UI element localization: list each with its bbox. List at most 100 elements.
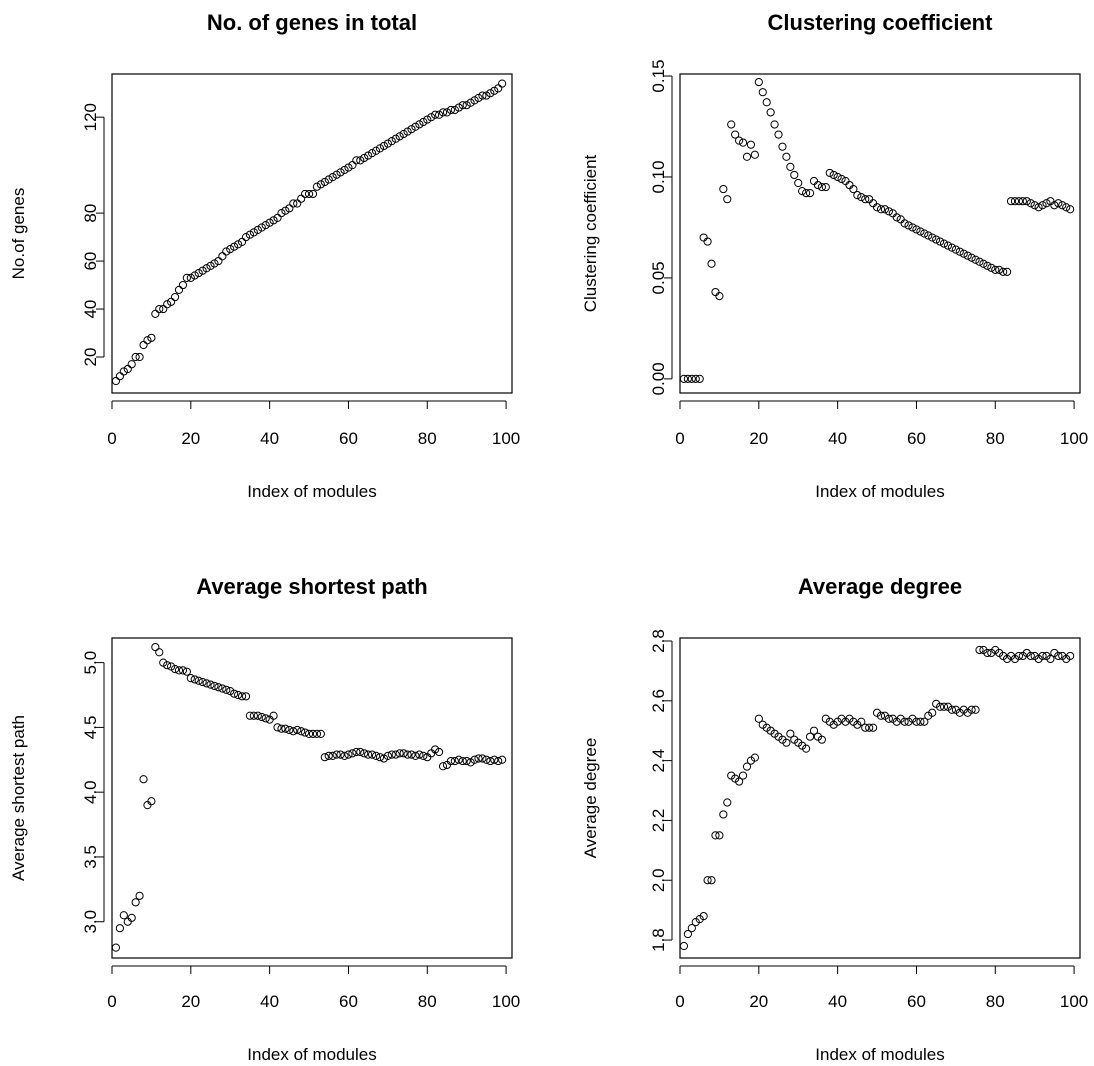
data-point: [167, 297, 176, 306]
data-point: [234, 690, 243, 700]
data-point: [908, 223, 917, 232]
data-point: [301, 189, 310, 199]
data-point: [427, 749, 436, 758]
data-point: [320, 177, 329, 187]
data-point: [884, 207, 893, 216]
data-point: [182, 273, 191, 282]
data-point: [770, 120, 779, 129]
data-point: [849, 184, 858, 194]
data-point: [328, 173, 337, 182]
data-point: [226, 244, 235, 254]
data-point: [963, 251, 972, 260]
data-point: [340, 751, 349, 760]
data-point: [1034, 203, 1043, 212]
data-point: [190, 675, 199, 684]
data-point: [967, 705, 976, 714]
data-point: [774, 130, 783, 139]
data-point: [111, 376, 121, 386]
data-point: [127, 913, 136, 922]
data-point: [920, 717, 929, 726]
data-point: [450, 756, 459, 766]
data-point: [419, 751, 428, 760]
data-point: [127, 360, 136, 369]
data-point: [214, 683, 223, 692]
y-tick-label: 2.4: [649, 749, 668, 773]
data-point: [715, 831, 724, 840]
data-point: [494, 84, 503, 93]
data-point: [253, 225, 262, 235]
data-point: [1006, 197, 1016, 206]
data-point: [427, 113, 436, 122]
y-tick-label: 4.5: [81, 716, 100, 740]
data-point: [935, 702, 945, 711]
data-point: [853, 191, 862, 200]
data-point: [991, 265, 1000, 274]
data-point: [285, 204, 294, 213]
data-point: [186, 273, 195, 282]
data-point: [904, 221, 913, 230]
data-point: [257, 223, 266, 232]
data-point: [170, 292, 180, 302]
data-point: [273, 213, 282, 223]
data-point: [163, 661, 172, 670]
y-tick-label: 120: [81, 103, 100, 131]
data-point: [123, 917, 132, 926]
data-point: [249, 228, 258, 237]
plot-frame: [111, 73, 513, 394]
y-tick-label: 2.6: [649, 689, 668, 713]
data-point: [498, 755, 507, 764]
data-point: [498, 79, 507, 88]
y-tick-label: 5.0: [81, 651, 100, 675]
data-point: [202, 679, 211, 688]
data-point: [281, 206, 290, 215]
data-point: [711, 831, 720, 840]
data-point: [423, 753, 432, 762]
data-point: [143, 336, 152, 345]
data-point: [320, 753, 329, 762]
data-point: [458, 756, 467, 766]
y-tick-label: 0.05: [649, 261, 668, 294]
data-point: [438, 762, 448, 771]
data-point: [277, 209, 286, 218]
data-point: [352, 747, 361, 757]
y-tick-label: 3.5: [81, 845, 100, 869]
data-point: [932, 235, 941, 244]
data-point: [135, 891, 144, 900]
data-point: [222, 685, 231, 694]
x-axis-label: Index of modules: [247, 1045, 376, 1064]
data-point: [857, 193, 866, 202]
data-point: [1038, 201, 1047, 210]
data-point: [328, 751, 337, 760]
data-point: [786, 162, 795, 171]
data-point: [301, 728, 310, 737]
data-point: [967, 253, 976, 262]
data-point: [218, 252, 227, 261]
data-point: [289, 199, 298, 208]
data-point: [742, 152, 752, 161]
y-tick-label: 2.2: [649, 809, 668, 833]
x-tick-label: 0: [675, 429, 684, 448]
data-point: [805, 189, 815, 198]
data-point: [237, 692, 247, 701]
data-point: [230, 689, 239, 698]
y-tick-label: 2.0: [649, 868, 668, 892]
y-tick-label: 4.0: [81, 780, 100, 804]
data-point: [415, 120, 424, 129]
data-point: [1014, 197, 1024, 206]
data-points: [679, 77, 1075, 383]
data-point: [983, 261, 992, 270]
data-point: [304, 729, 314, 738]
data-point: [155, 304, 164, 314]
data-point: [308, 729, 318, 738]
data-point: [1026, 199, 1035, 208]
data-point: [695, 374, 704, 383]
data-point: [916, 227, 925, 236]
data-point: [241, 692, 251, 701]
x-tick-label: 100: [492, 992, 520, 1011]
data-point: [190, 271, 199, 280]
x-tick-label: 20: [749, 992, 768, 1011]
data-point: [324, 175, 333, 184]
data-point: [442, 108, 452, 117]
data-point: [802, 189, 811, 198]
data-point: [458, 101, 467, 110]
